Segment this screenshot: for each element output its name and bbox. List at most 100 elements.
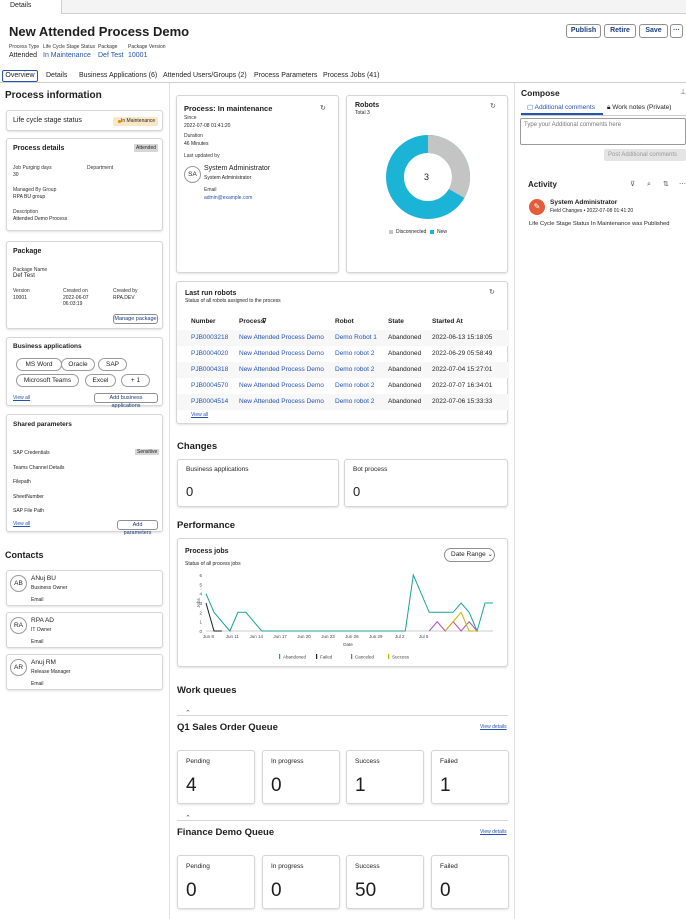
- series-line-abandoned: [205, 573, 493, 633]
- retire-button[interactable]: Retire: [604, 24, 636, 38]
- apps-view-all-link[interactable]: View all: [13, 395, 31, 401]
- col-process[interactable]: Process: [239, 318, 265, 325]
- y-tick-label: 1: [199, 620, 202, 625]
- refresh-icon[interactable]: ↻: [489, 289, 495, 296]
- tab-process-parameters[interactable]: Process Parameters: [254, 70, 317, 82]
- process-status-card: Process: In maintenance ↻ Since 2022-07-…: [176, 95, 339, 273]
- metric-label: Success: [355, 863, 380, 870]
- post-comment-button[interactable]: Post Additional comments: [604, 149, 686, 161]
- process-link[interactable]: New Attended Process Demo: [239, 398, 324, 405]
- app-chip-excel[interactable]: Excel: [85, 374, 116, 387]
- job-number-link[interactable]: PJB0004020: [191, 350, 229, 357]
- robot-link[interactable]: Demo robot 2: [335, 366, 375, 373]
- robot-link[interactable]: Demo Robot 1: [335, 334, 377, 341]
- queue-name: Finance Demo Queue: [177, 827, 275, 838]
- date-range-dropdown[interactable]: Date Range ⌄: [444, 548, 495, 562]
- tab-attended-users[interactable]: Attended Users/Groups (2): [163, 70, 247, 82]
- process-link[interactable]: New Attended Process Demo: [239, 366, 324, 373]
- meta-value-package-version[interactable]: 10001: [128, 52, 148, 59]
- tab-additional-comments[interactable]: ▢ Additional comments: [521, 102, 603, 115]
- queue-metric-success: Success 1: [346, 750, 424, 804]
- process-link[interactable]: New Attended Process Demo: [239, 334, 324, 341]
- job-number-link[interactable]: PJB0004570: [191, 382, 229, 389]
- filter-icon[interactable]: ⊽: [262, 318, 267, 325]
- job-number-link[interactable]: PJB0004318: [191, 366, 229, 373]
- since-value: 2022-07-08 01:41:20: [184, 123, 231, 129]
- x-tick-label: Jun 23: [321, 634, 335, 639]
- view-details-link[interactable]: View details: [480, 724, 507, 730]
- shared-params-title: Shared parameters: [13, 421, 72, 428]
- donut-segment-disconnected: [427, 135, 470, 198]
- params-view-all-link[interactable]: View all: [13, 521, 31, 527]
- add-business-apps-button[interactable]: Add business applications: [94, 393, 158, 409]
- duration-label: Duration: [184, 133, 203, 139]
- robot-link[interactable]: Demo robot 2: [335, 398, 375, 405]
- meta-value-lifecycle[interactable]: In Maintenance: [43, 52, 91, 59]
- x-axis-label: Date: [343, 642, 353, 647]
- x-tick-label: Jul 5: [419, 634, 429, 639]
- sort-icon[interactable]: ⇅: [663, 181, 669, 188]
- more-button[interactable]: ···: [670, 24, 683, 38]
- app-chip-microsoft-teams[interactable]: Microsoft Teams: [16, 374, 79, 387]
- metric-value: 50: [355, 880, 377, 901]
- tab-work-notes[interactable]: 🔒︎ Work notes (Private): [607, 102, 671, 115]
- y-tick-label: 6: [199, 573, 202, 578]
- last-run-card: Last run robots Status of all robots ass…: [176, 281, 509, 424]
- table-row[interactable]: PJB0004570 New Attended Process Demo Dem…: [177, 378, 509, 394]
- table-row[interactable]: PJB0004514 New Attended Process Demo Dem…: [177, 394, 509, 410]
- chevron-up-icon[interactable]: ⌃: [185, 710, 191, 717]
- job-number-link[interactable]: PJB0004514: [191, 398, 229, 405]
- process-link[interactable]: New Attended Process Demo: [239, 382, 324, 389]
- app-chip-oracle[interactable]: Oracle: [61, 358, 95, 371]
- app-chip-more[interactable]: + 1: [121, 374, 150, 387]
- filter-icon[interactable]: ⊽: [630, 181, 636, 188]
- process-status-title: Process: In maintenance: [184, 104, 273, 113]
- purging-label: Job Purging days: [13, 165, 52, 171]
- email-link[interactable]: admin@example.com: [204, 195, 253, 201]
- activity-text: Life Cycle Stage Status In Maintenance w…: [529, 221, 670, 227]
- robot-link[interactable]: Demo robot 2: [335, 350, 375, 357]
- metric-label: In progress: [271, 863, 304, 870]
- table-row[interactable]: PJB0004020 New Attended Process Demo Dem…: [177, 346, 509, 362]
- user-role: System Administrator: [204, 175, 252, 181]
- y-tick-label: 3: [199, 601, 202, 606]
- table-row[interactable]: PJB0003218 New Attended Process Demo Dem…: [177, 330, 509, 346]
- comment-textarea[interactable]: Type your Additional comments here: [520, 118, 686, 145]
- tab-business-applications[interactable]: Business Applications (6): [79, 70, 157, 82]
- table-row[interactable]: PJB0004318 New Attended Process Demo Dem…: [177, 362, 509, 378]
- tab-overview[interactable]: Overview: [2, 70, 38, 82]
- refresh-icon[interactable]: ↻: [320, 105, 326, 112]
- search-icon[interactable]: ⌕: [647, 181, 651, 188]
- table-header: Number Process ⊽ Robot State Started At: [177, 314, 509, 330]
- tab-attended-users-label: Attended Users/Groups (2): [163, 72, 247, 79]
- top-tab-details[interactable]: Details: [0, 0, 62, 14]
- pin-icon[interactable]: ⊥: [680, 89, 686, 96]
- more-icon[interactable]: ⋯: [679, 181, 686, 188]
- add-parameters-button[interactable]: Add parameters: [117, 520, 158, 536]
- performance-title: Performance: [177, 520, 236, 531]
- state-cell: Abandoned: [388, 334, 422, 341]
- tab-process-jobs[interactable]: Process Jobs (41): [323, 70, 379, 82]
- meta-value-package[interactable]: Def Test: [98, 52, 124, 59]
- post-comment-label: Post Additional comments: [608, 152, 678, 158]
- y-axis-label: Jobs: [196, 598, 201, 608]
- publish-button[interactable]: Publish: [566, 24, 601, 38]
- x-tick-label: Jun 14: [249, 634, 263, 639]
- robot-link[interactable]: Demo robot 2: [335, 382, 375, 389]
- refresh-icon[interactable]: ↻: [490, 103, 496, 110]
- x-tick-label: Jun 26: [345, 634, 359, 639]
- job-number-link[interactable]: PJB0003218: [191, 334, 229, 341]
- lifecycle-badge: In Maintenance: [113, 117, 158, 126]
- save-button[interactable]: Save: [639, 24, 668, 38]
- tab-details[interactable]: Details: [46, 70, 67, 82]
- last-run-view-all[interactable]: View all: [191, 412, 209, 418]
- metric-value: 1: [440, 775, 451, 796]
- robots-total: Total 3: [355, 110, 370, 116]
- chevron-up-icon[interactable]: ⌃: [185, 815, 191, 822]
- process-link[interactable]: New Attended Process Demo: [239, 350, 324, 357]
- manage-package-button[interactable]: Manage package: [113, 314, 158, 324]
- description-label: Description: [13, 209, 39, 215]
- view-details-link[interactable]: View details: [480, 829, 507, 835]
- app-chip-ms-word[interactable]: MS Word: [16, 358, 62, 371]
- app-chip-sap[interactable]: SAP: [98, 358, 127, 371]
